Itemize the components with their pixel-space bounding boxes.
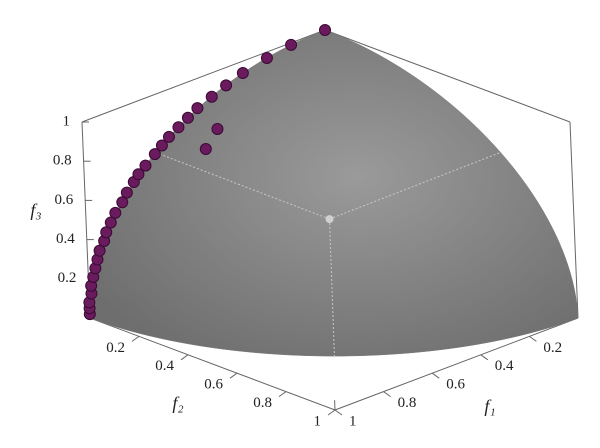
data-point <box>148 148 161 161</box>
data-point <box>162 130 175 143</box>
data-point <box>172 121 185 134</box>
data-point <box>285 38 298 51</box>
x-tick-label: 0.4 <box>495 358 514 374</box>
data-point <box>116 196 129 209</box>
surface-line <box>155 151 330 220</box>
x-axis-label: f₁ <box>484 396 495 416</box>
data-point <box>100 226 113 239</box>
x-tick <box>383 391 391 398</box>
y-tick-label: 0.6 <box>204 377 223 393</box>
box-edge <box>334 317 579 411</box>
surface-line <box>329 151 501 220</box>
data-point <box>199 143 212 156</box>
y-tick-label: 0.4 <box>155 358 174 374</box>
data-point <box>120 186 133 199</box>
data-point <box>211 123 224 135</box>
y-tick <box>229 372 238 379</box>
box-edge <box>81 29 326 123</box>
y-tick <box>278 391 287 398</box>
x-tick-label: 0.8 <box>398 395 417 411</box>
surface-line <box>329 219 335 357</box>
data-point <box>93 244 106 257</box>
data-point <box>104 216 117 229</box>
x-tick <box>431 372 440 379</box>
box-edge <box>324 29 571 123</box>
y-tick <box>180 354 189 361</box>
x-tick-label: 0.6 <box>446 377 465 393</box>
z-axis-label: f₃ <box>30 200 41 220</box>
data-point <box>181 111 194 124</box>
data-point <box>139 159 152 172</box>
z-tick-label: 0.8 <box>53 153 72 169</box>
y-tick-label: 0.8 <box>253 395 272 411</box>
data-point <box>236 67 249 80</box>
y-axis-label: f₂ <box>172 393 183 413</box>
x-tick <box>529 335 537 342</box>
y-tick-label: 1 <box>314 413 322 429</box>
z-tick-label: 1 <box>63 113 71 129</box>
data-point <box>205 90 218 103</box>
data-point <box>319 24 331 36</box>
x-tick <box>334 409 343 416</box>
data-point <box>260 51 273 64</box>
box-edge <box>89 317 336 411</box>
data-point <box>191 102 204 115</box>
data-point <box>132 168 145 181</box>
z-tick-label: 0.2 <box>58 270 77 286</box>
box-edge <box>569 121 579 319</box>
data-point <box>220 79 233 92</box>
surface-center <box>325 215 334 224</box>
y-tick <box>131 335 140 342</box>
x-tick <box>480 354 489 361</box>
data-point <box>155 139 168 152</box>
z-tick-label: 0.6 <box>54 192 73 208</box>
data-point <box>109 206 122 219</box>
x-tick-label: 1 <box>349 413 357 429</box>
z-tick-label: 0.4 <box>56 231 75 247</box>
y-tick-label: 0.2 <box>106 340 125 356</box>
x-tick-label: 0.2 <box>543 340 562 356</box>
surface <box>89 29 579 357</box>
y-tick <box>327 409 336 416</box>
